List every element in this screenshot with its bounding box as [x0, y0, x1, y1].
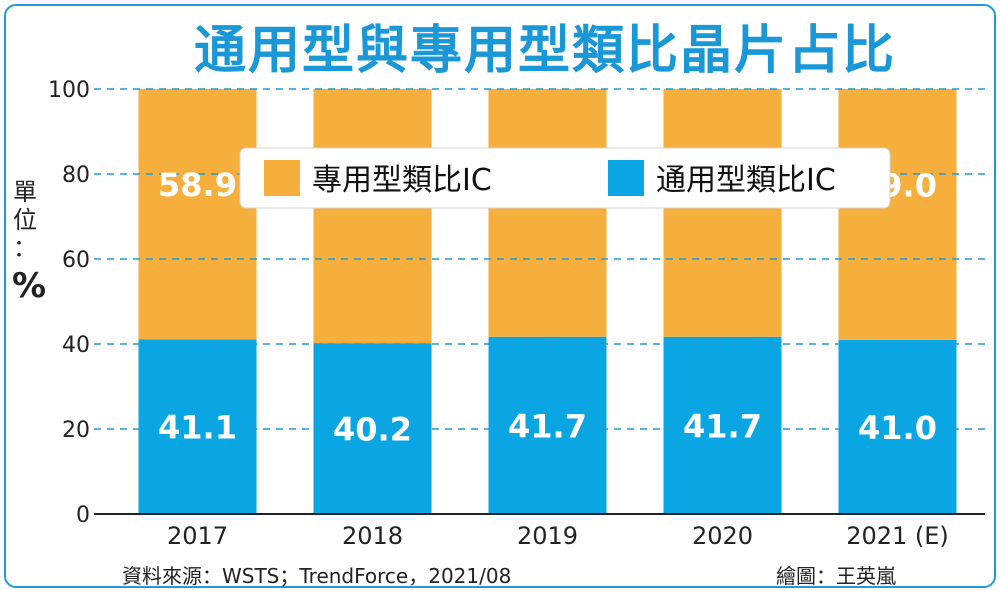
y-tick-label-1: 0: [76, 503, 90, 528]
y-tick-label-6: 100: [48, 78, 90, 103]
y-tick-label-5: 80: [62, 163, 90, 188]
bars-group: [138, 89, 957, 514]
legend-swatch-general: [608, 160, 644, 196]
unit-char: 單: [13, 178, 37, 206]
source-note: 資料來源：WSTS；TrendForce，2021/08: [122, 564, 512, 588]
y-tick-label-2: 20: [62, 418, 90, 443]
bar-general-5: [838, 339, 957, 514]
x-tick-label-1: 2017: [167, 522, 228, 550]
chart-title: 通用型與專用型類比晶片占比: [193, 21, 896, 81]
bar-general-3: [488, 336, 607, 514]
data-label-general-5: 41.0: [858, 409, 937, 447]
legend-swatch-specific: [264, 160, 300, 196]
bar-general-4: [663, 336, 782, 514]
bar-specific-4: [663, 89, 782, 337]
legend-label-specific: 專用型類比IC: [312, 163, 492, 198]
x-tick-label-2: 2018: [342, 522, 403, 550]
data-label-general-1: 41.1: [158, 409, 237, 447]
unit-char: ：: [13, 234, 37, 262]
bar-specific-5: [838, 89, 957, 340]
data-label-general-4: 41.7: [683, 407, 762, 445]
unit-text: 單位：: [12, 178, 38, 262]
bar-general-1: [138, 339, 257, 514]
data-label-specific-1: 58.9: [158, 166, 237, 204]
x-tick-label-4: 2020: [692, 522, 753, 550]
data-label-general-2: 40.2: [333, 411, 412, 449]
legend: 專用型類比IC 通用型類比IC: [239, 147, 891, 209]
credit-note: 繪圖：王英嵐: [776, 564, 896, 588]
y-tick-label-3: 40: [62, 333, 90, 358]
x-tick-label-5: 2021 (E): [846, 522, 949, 550]
unit-label: 單位： %: [12, 178, 46, 304]
x-tick-label-3: 2019: [517, 522, 578, 550]
legend-label-general: 通用型類比IC: [656, 163, 836, 198]
y-tick-label-4: 60: [62, 248, 90, 273]
bar-specific-2: [313, 89, 432, 344]
legend-box: [239, 147, 891, 209]
unit-char: 位: [13, 206, 37, 234]
bar-specific-1: [138, 89, 257, 340]
bar-specific-3: [488, 89, 607, 337]
data-label-general-3: 41.7: [508, 407, 587, 445]
